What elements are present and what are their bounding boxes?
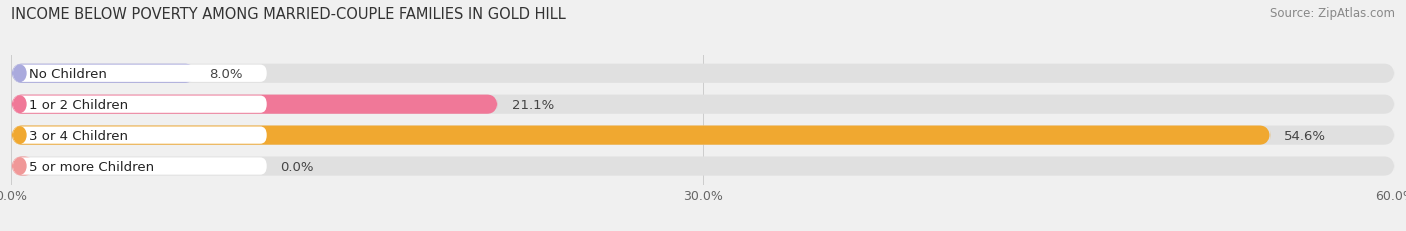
Circle shape — [14, 97, 25, 113]
Text: 54.6%: 54.6% — [1284, 129, 1326, 142]
FancyBboxPatch shape — [11, 64, 195, 83]
FancyBboxPatch shape — [11, 126, 1270, 145]
Text: 3 or 4 Children: 3 or 4 Children — [30, 129, 128, 142]
FancyBboxPatch shape — [13, 127, 267, 144]
FancyBboxPatch shape — [13, 65, 267, 82]
Text: 1 or 2 Children: 1 or 2 Children — [30, 98, 128, 111]
Text: 8.0%: 8.0% — [209, 67, 243, 80]
Text: 0.0%: 0.0% — [281, 160, 314, 173]
FancyBboxPatch shape — [11, 157, 35, 176]
Text: INCOME BELOW POVERTY AMONG MARRIED-COUPLE FAMILIES IN GOLD HILL: INCOME BELOW POVERTY AMONG MARRIED-COUPL… — [11, 7, 567, 22]
FancyBboxPatch shape — [11, 95, 498, 114]
Text: 5 or more Children: 5 or more Children — [30, 160, 155, 173]
FancyBboxPatch shape — [11, 157, 1395, 176]
FancyBboxPatch shape — [11, 64, 1395, 83]
FancyBboxPatch shape — [13, 96, 267, 113]
FancyBboxPatch shape — [11, 126, 1395, 145]
Text: Source: ZipAtlas.com: Source: ZipAtlas.com — [1270, 7, 1395, 20]
FancyBboxPatch shape — [13, 158, 267, 175]
Circle shape — [14, 158, 25, 174]
Circle shape — [14, 127, 25, 144]
Circle shape — [14, 66, 25, 82]
Text: 21.1%: 21.1% — [512, 98, 554, 111]
Text: No Children: No Children — [30, 67, 107, 80]
FancyBboxPatch shape — [11, 95, 1395, 114]
